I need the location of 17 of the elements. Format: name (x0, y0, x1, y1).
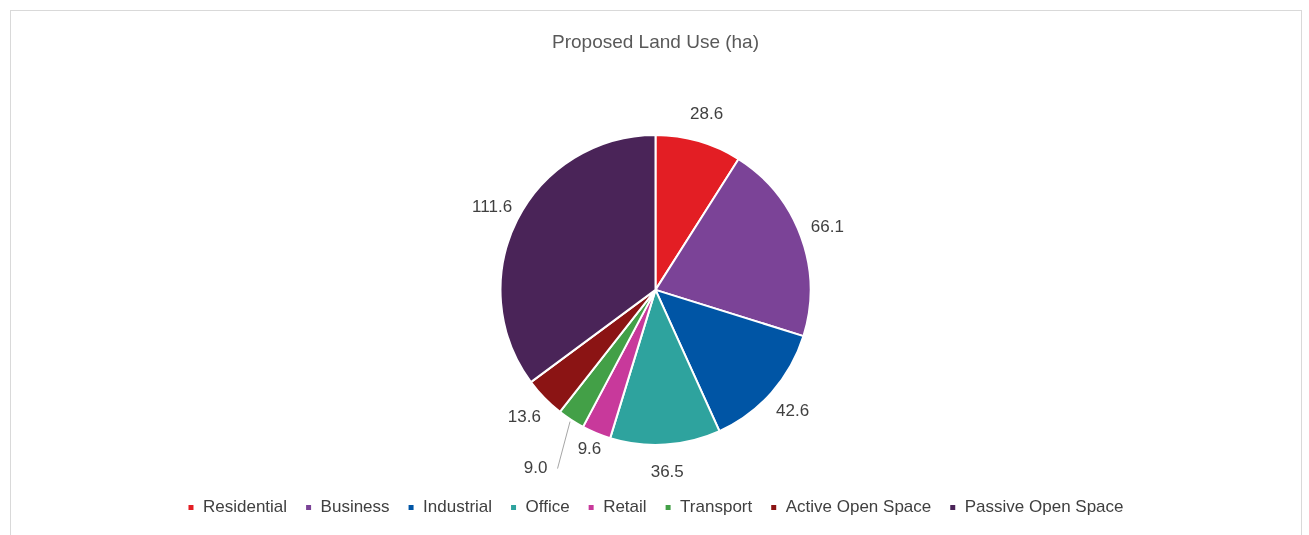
data-label: 9.0 (523, 458, 548, 478)
legend-label: Residential (202, 497, 288, 517)
legend-label: Retail (603, 497, 647, 517)
data-label: 42.6 (776, 400, 810, 420)
legend-label: Active Open Space (785, 497, 932, 517)
chart-title: Proposed Land Use (ha) (551, 30, 760, 52)
data-label: 9.6 (577, 439, 602, 459)
data-label: 13.6 (507, 407, 541, 427)
data-label: 28.6 (690, 103, 724, 123)
legend-label: Transport (680, 497, 753, 517)
legend-label: Passive Open Space (964, 497, 1124, 517)
legend-label: Business (320, 497, 390, 517)
legend-label: Industrial (423, 497, 493, 517)
data-label: 111.6 (472, 197, 513, 217)
data-label: 66.1 (810, 216, 844, 236)
legend-label: Office (525, 497, 570, 517)
data-label: 36.5 (650, 462, 684, 482)
